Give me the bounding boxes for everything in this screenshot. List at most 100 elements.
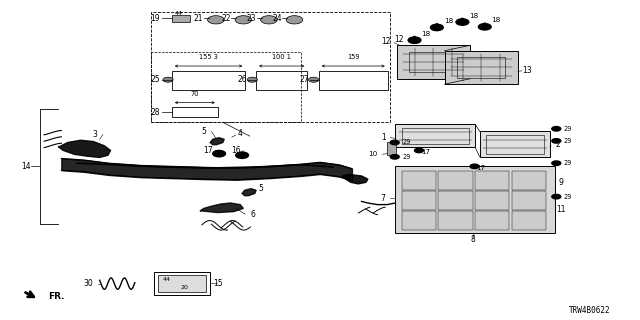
Polygon shape <box>200 203 243 212</box>
Text: 12: 12 <box>394 35 404 44</box>
Text: 7: 7 <box>380 194 385 203</box>
Bar <box>458 57 505 78</box>
Text: 6: 6 <box>250 210 255 219</box>
Text: 18: 18 <box>492 18 501 23</box>
Text: 24: 24 <box>273 14 282 23</box>
Bar <box>151 52 301 122</box>
Polygon shape <box>342 174 368 184</box>
Bar <box>512 211 546 230</box>
Text: 2: 2 <box>555 140 560 149</box>
Text: 29: 29 <box>564 194 572 200</box>
Bar <box>402 211 436 230</box>
Bar <box>475 171 509 190</box>
Text: 100 1: 100 1 <box>272 54 291 60</box>
Text: FR.: FR. <box>49 292 65 301</box>
Bar <box>172 108 218 117</box>
Text: 23: 23 <box>247 14 257 23</box>
Text: 17: 17 <box>204 146 213 155</box>
Text: 29: 29 <box>564 126 572 132</box>
Bar <box>445 51 518 84</box>
Text: 29: 29 <box>402 154 410 160</box>
Bar <box>512 191 546 210</box>
Text: 11: 11 <box>557 205 566 214</box>
Text: 28: 28 <box>150 108 160 117</box>
Polygon shape <box>459 18 467 21</box>
Polygon shape <box>242 189 256 196</box>
Polygon shape <box>481 23 488 26</box>
Bar <box>438 171 472 190</box>
Text: 155 3: 155 3 <box>199 54 218 60</box>
Text: 29: 29 <box>564 138 572 144</box>
Bar <box>387 142 396 155</box>
Text: 29: 29 <box>564 160 572 166</box>
Text: 26: 26 <box>237 75 247 84</box>
Text: 9: 9 <box>559 178 564 187</box>
Circle shape <box>470 164 479 169</box>
Circle shape <box>456 19 468 25</box>
Polygon shape <box>210 138 224 145</box>
Text: 12: 12 <box>381 37 391 46</box>
Text: 27: 27 <box>300 75 310 84</box>
Bar <box>475 211 509 230</box>
Bar <box>319 71 388 90</box>
Text: 20: 20 <box>180 284 189 290</box>
Circle shape <box>478 24 491 30</box>
Bar <box>396 124 475 147</box>
Circle shape <box>212 150 225 157</box>
Text: 19: 19 <box>150 14 160 23</box>
Text: 22: 22 <box>221 14 231 23</box>
Circle shape <box>552 139 561 143</box>
Bar <box>402 191 436 210</box>
Text: 25: 25 <box>150 75 160 84</box>
Circle shape <box>260 16 277 24</box>
Bar <box>396 166 555 233</box>
Circle shape <box>163 77 173 82</box>
Circle shape <box>415 148 424 153</box>
Circle shape <box>552 161 561 165</box>
Bar <box>475 191 509 210</box>
Circle shape <box>235 16 252 24</box>
Text: 17: 17 <box>476 165 485 171</box>
Circle shape <box>431 24 444 31</box>
Text: 44: 44 <box>163 277 171 282</box>
Text: 29: 29 <box>402 140 410 146</box>
Bar <box>438 211 472 230</box>
Text: 14: 14 <box>21 162 31 171</box>
Circle shape <box>408 37 421 44</box>
Text: 10: 10 <box>368 151 378 157</box>
Bar <box>158 275 206 292</box>
Circle shape <box>390 140 399 145</box>
Bar <box>154 271 210 295</box>
Text: 13: 13 <box>522 66 532 75</box>
Bar <box>256 71 307 90</box>
Text: 44: 44 <box>175 11 183 16</box>
Bar <box>402 171 436 190</box>
Circle shape <box>236 152 248 158</box>
Bar <box>512 171 546 190</box>
Text: 17: 17 <box>421 149 430 155</box>
Circle shape <box>552 195 561 199</box>
Bar <box>151 12 390 122</box>
Polygon shape <box>58 140 111 157</box>
Polygon shape <box>433 24 441 27</box>
Text: 5: 5 <box>202 127 206 136</box>
Circle shape <box>552 126 561 131</box>
Text: 3: 3 <box>93 130 98 139</box>
Text: 18: 18 <box>421 31 431 37</box>
Bar <box>172 71 245 90</box>
Bar <box>172 15 189 22</box>
Circle shape <box>390 155 399 159</box>
Bar <box>397 45 470 79</box>
Text: 18: 18 <box>444 18 453 24</box>
Text: 21: 21 <box>194 14 204 23</box>
Circle shape <box>308 77 319 82</box>
Circle shape <box>207 16 224 24</box>
Text: 5: 5 <box>259 184 264 193</box>
Text: 159: 159 <box>347 54 360 60</box>
Bar <box>486 134 543 154</box>
Text: 1: 1 <box>381 132 386 141</box>
Text: TRW4B0622: TRW4B0622 <box>569 306 611 315</box>
Bar <box>410 52 458 72</box>
Text: 8: 8 <box>471 235 476 244</box>
Text: 70: 70 <box>191 91 199 97</box>
